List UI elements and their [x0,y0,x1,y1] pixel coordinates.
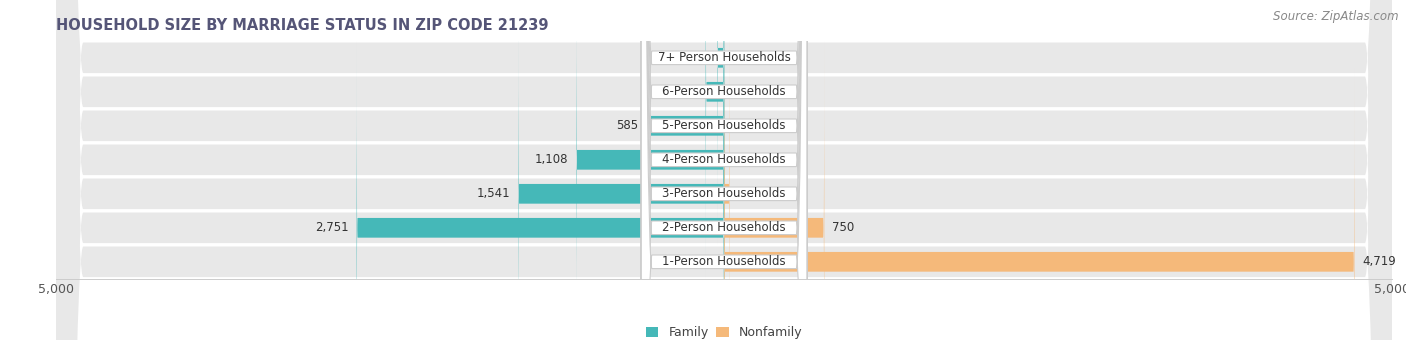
FancyBboxPatch shape [357,34,724,340]
Text: 2-Person Households: 2-Person Households [662,221,786,234]
FancyBboxPatch shape [641,0,807,340]
FancyBboxPatch shape [645,0,724,320]
FancyBboxPatch shape [641,0,807,340]
Text: 0: 0 [733,85,740,98]
Text: 5-Person Households: 5-Person Households [662,119,786,132]
FancyBboxPatch shape [519,0,724,340]
Text: 3-Person Households: 3-Person Households [662,187,786,200]
Text: 6-Person Households: 6-Person Households [662,85,786,98]
Text: 0: 0 [709,255,716,268]
FancyBboxPatch shape [56,0,1392,340]
FancyBboxPatch shape [724,68,1354,340]
Text: 750: 750 [832,221,855,234]
Text: 53: 53 [695,51,709,64]
Text: 42: 42 [738,187,752,200]
Text: 4-Person Households: 4-Person Households [662,153,786,166]
Text: 1,108: 1,108 [534,153,568,166]
FancyBboxPatch shape [56,0,1392,340]
Text: 4,719: 4,719 [1362,255,1396,268]
FancyBboxPatch shape [641,0,807,340]
Text: 1,541: 1,541 [477,187,510,200]
Text: 138: 138 [675,85,697,98]
Text: 585: 585 [616,119,638,132]
FancyBboxPatch shape [56,0,1392,340]
FancyBboxPatch shape [56,0,1392,340]
FancyBboxPatch shape [724,34,824,340]
FancyBboxPatch shape [641,0,807,340]
FancyBboxPatch shape [724,0,730,340]
Text: Source: ZipAtlas.com: Source: ZipAtlas.com [1274,10,1399,23]
Text: 0: 0 [733,119,740,132]
Text: 0: 0 [733,153,740,166]
Text: 0: 0 [733,51,740,64]
Text: HOUSEHOLD SIZE BY MARRIAGE STATUS IN ZIP CODE 21239: HOUSEHOLD SIZE BY MARRIAGE STATUS IN ZIP… [56,18,548,33]
FancyBboxPatch shape [56,0,1392,340]
FancyBboxPatch shape [641,0,807,340]
FancyBboxPatch shape [641,0,807,340]
FancyBboxPatch shape [641,0,807,340]
FancyBboxPatch shape [56,0,1392,340]
FancyBboxPatch shape [576,0,724,340]
FancyBboxPatch shape [706,0,724,286]
Text: 2,751: 2,751 [315,221,349,234]
Text: 1-Person Households: 1-Person Households [662,255,786,268]
Legend: Family, Nonfamily: Family, Nonfamily [645,326,803,339]
Text: 7+ Person Households: 7+ Person Households [658,51,790,64]
FancyBboxPatch shape [56,0,1392,340]
FancyBboxPatch shape [717,0,724,252]
